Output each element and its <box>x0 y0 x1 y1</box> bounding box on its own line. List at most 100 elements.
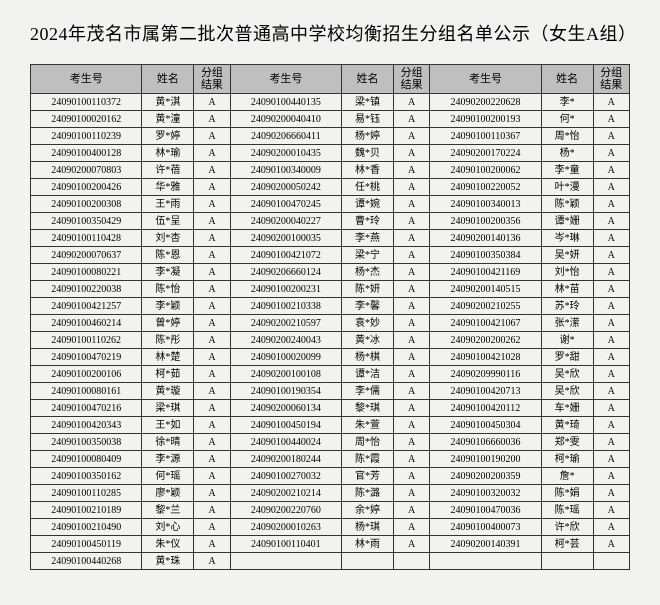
cell-id: 24090200140136 <box>430 230 541 247</box>
page-container: 2024年茂名市属第二批次普通高中学校均衡招生分组名单公示（女生A组） 考生号 … <box>0 0 660 590</box>
cell-name: 李*童 <box>541 162 593 179</box>
cell-id: 24090100200231 <box>230 281 341 298</box>
cell-res: A <box>593 145 629 162</box>
cell-name: 李* <box>541 94 593 111</box>
cell-res: A <box>194 502 230 519</box>
cell-id: 24090100320032 <box>430 485 541 502</box>
cell-res: A <box>593 519 629 536</box>
cell-res: A <box>593 298 629 315</box>
cell-id: 24090100200193 <box>430 111 541 128</box>
cell-res: A <box>393 485 429 502</box>
cell-name: 黄*潼 <box>142 111 194 128</box>
header-id-2: 考生号 <box>230 65 341 94</box>
table-row: 24090200070803许*蓓A24090100340009林*香A2409… <box>31 162 630 179</box>
cell-id: 24090200210214 <box>230 485 341 502</box>
cell-id: 24090200070803 <box>31 162 142 179</box>
cell-id: 24090100420112 <box>430 400 541 417</box>
cell-id: 24090200040410 <box>230 111 341 128</box>
cell-name: 林*瑜 <box>142 145 194 162</box>
page-title: 2024年茂名市属第二批次普通高中学校均衡招生分组名单公示（女生A组） <box>30 20 630 46</box>
cell-id: 24090100420713 <box>430 383 541 400</box>
cell-id: 24090100421169 <box>430 264 541 281</box>
cell-res: A <box>393 332 429 349</box>
cell-res: A <box>393 162 429 179</box>
cell-name: 梁*宁 <box>342 247 394 264</box>
table-row: 24090100200106柯*茹A24090200100108谭*洁A2409… <box>31 366 630 383</box>
cell-res: A <box>593 468 629 485</box>
cell-id: 24090100440024 <box>230 434 341 451</box>
cell-id: 24090200170224 <box>430 145 541 162</box>
table-row: 24090100020162黄*潼A24090200040410易*钰A2409… <box>31 111 630 128</box>
cell-id: 24090100200308 <box>31 196 142 213</box>
cell-res: A <box>194 332 230 349</box>
cell-name: 郑*雯 <box>541 434 593 451</box>
cell-id: 24090200180244 <box>230 451 341 468</box>
cell-name: 余*婷 <box>342 502 394 519</box>
cell-name: 任*桃 <box>342 179 394 196</box>
cell-id: 24090200070637 <box>31 247 142 264</box>
cell-id: 24090100440268 <box>31 553 142 570</box>
cell-name: 王*雨 <box>142 196 194 213</box>
cell-res: A <box>593 111 629 128</box>
cell-res: A <box>393 383 429 400</box>
table-body: 24090100110372黄*淇A24090100440135梁*镇A2409… <box>31 94 630 570</box>
cell-name: 刘*心 <box>142 519 194 536</box>
cell-res: A <box>593 196 629 213</box>
cell-name: 罗*婷 <box>142 128 194 145</box>
cell-id: 24090209990116 <box>430 366 541 383</box>
cell-name: 谭*婉 <box>342 196 394 213</box>
roster-table: 考生号 姓名 分组结果 考生号 姓名 分组结果 考生号 姓名 分组结果 2409… <box>30 64 630 570</box>
cell-res: A <box>393 366 429 383</box>
cell-res: A <box>393 298 429 315</box>
cell-id: 24090100350162 <box>31 468 142 485</box>
cell-id: 24090100110262 <box>31 332 142 349</box>
cell-id: 24090100190200 <box>430 451 541 468</box>
cell-id: 24090100470036 <box>430 502 541 519</box>
cell-id: 24090100420343 <box>31 417 142 434</box>
cell-name: 林*雨 <box>342 536 394 553</box>
cell-res: A <box>194 434 230 451</box>
cell-id: 24090100210490 <box>31 519 142 536</box>
cell-id: 24090100080221 <box>31 264 142 281</box>
cell-name: 杨*琪 <box>342 519 394 536</box>
table-row: 24090100420343王*如A24090100450194朱*萱A2409… <box>31 417 630 434</box>
cell-name: 林*苗 <box>541 281 593 298</box>
cell-id: 24090100210338 <box>230 298 341 315</box>
header-result-1: 分组结果 <box>194 65 230 94</box>
cell-name: 林*楚 <box>142 349 194 366</box>
cell-id: 24090100400128 <box>31 145 142 162</box>
table-row: 24090100080221李*凝A24090206660124杨*杰A2409… <box>31 264 630 281</box>
cell-name: 许*欣 <box>541 519 593 536</box>
cell-res: A <box>194 519 230 536</box>
cell-name: 谭*姗 <box>541 213 593 230</box>
cell-id: 24090100110401 <box>230 536 341 553</box>
cell-id: 24090200040227 <box>230 213 341 230</box>
table-row: 24090100460214曾*婷A24090200210597袁*妙A2409… <box>31 315 630 332</box>
cell-res: A <box>393 281 429 298</box>
cell-name: 林*香 <box>342 162 394 179</box>
cell-name: 袁*妙 <box>342 315 394 332</box>
table-row: 24090100210490刘*心A24090200010263杨*琪A2409… <box>31 519 630 536</box>
cell-name: 何*瑶 <box>142 468 194 485</box>
cell-id: 24090100200426 <box>31 179 142 196</box>
cell-res: A <box>593 128 629 145</box>
cell-id: 24090100020099 <box>230 349 341 366</box>
table-row: 24090100220038陈*怡A24090100200231陈*妍A2409… <box>31 281 630 298</box>
cell-id: 24090200060134 <box>230 400 341 417</box>
cell-res: A <box>393 128 429 145</box>
cell-id: 24090100450304 <box>430 417 541 434</box>
cell-res: A <box>393 94 429 111</box>
cell-name: 何* <box>541 111 593 128</box>
cell-name: 黎*琪 <box>342 400 394 417</box>
table-row: 24090100210189黎*兰A24090200220760余*婷A2409… <box>31 502 630 519</box>
header-name-3: 姓名 <box>541 65 593 94</box>
cell-name: 黄*淇 <box>142 94 194 111</box>
cell-res: A <box>393 349 429 366</box>
cell-res: A <box>593 230 629 247</box>
header-result-3: 分组结果 <box>593 65 629 94</box>
cell-name: 黎*兰 <box>142 502 194 519</box>
cell-id: 24090100400073 <box>430 519 541 536</box>
cell-res: A <box>593 213 629 230</box>
cell-id: 24090100440135 <box>230 94 341 111</box>
cell-res: A <box>194 468 230 485</box>
